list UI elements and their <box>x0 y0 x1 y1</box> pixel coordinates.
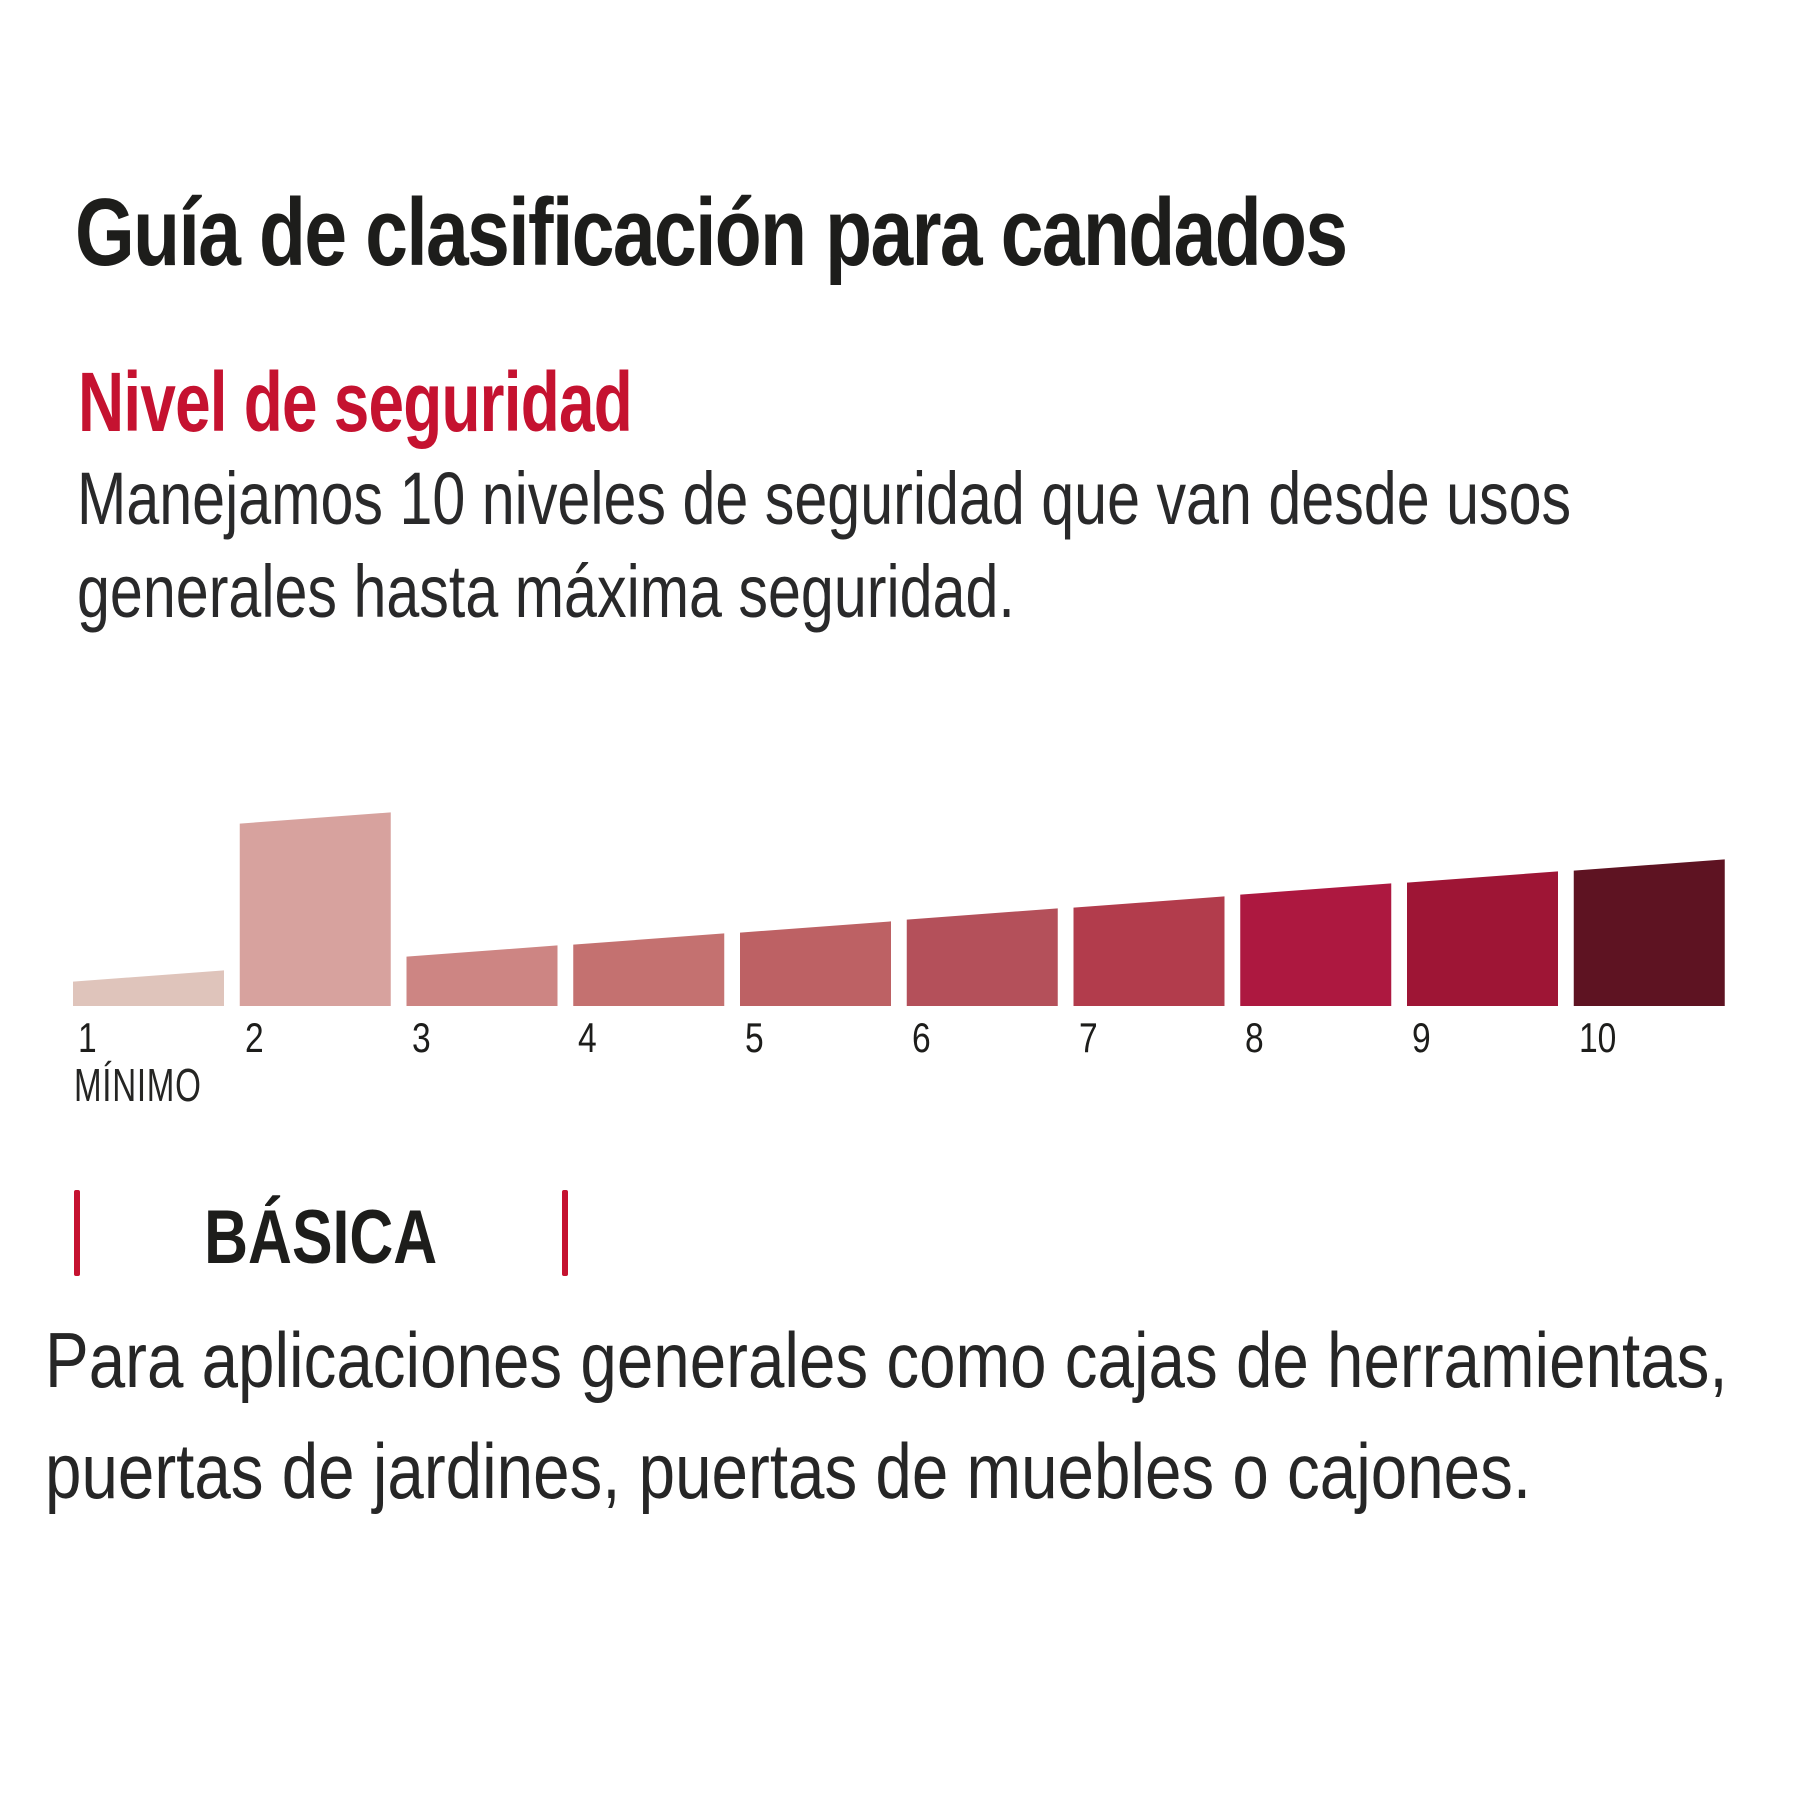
level-label-9: 9 <box>1412 1014 1431 1061</box>
security-level-description-line2: generales hasta máxima seguridad. <box>77 550 1015 633</box>
security-level-bars <box>73 812 1725 1006</box>
level-bar-10 <box>1573 859 1725 1006</box>
security-level-heading: Nivel de seguridad <box>78 354 807 451</box>
basica-description: Para aplicaciones generales como cajas d… <box>45 1305 1800 1527</box>
minimum-label: MÍNIMO <box>74 1059 202 1111</box>
level-label-8: 8 <box>1245 1014 1264 1061</box>
level-bar-6 <box>906 908 1058 1006</box>
level-label-7: 7 <box>1078 1014 1098 1061</box>
basica-description-line2: puertas de jardines, puertas de muebles … <box>45 1427 1532 1515</box>
level-label-5: 5 <box>745 1014 764 1061</box>
basica-description-line1: Para aplicaciones generales como cajas d… <box>45 1316 1728 1404</box>
level-label-2: 2 <box>244 1014 264 1061</box>
security-level-heading-text: Nivel de seguridad <box>78 355 633 449</box>
level-bar-2 <box>239 812 391 1006</box>
level-label-4: 4 <box>578 1014 597 1061</box>
level-bar-9 <box>1407 871 1558 1006</box>
level-bar-8 <box>1240 883 1392 1006</box>
level-label-1: 1 <box>78 1014 97 1061</box>
basica-range-tick-right <box>561 1190 568 1276</box>
security-level-description: Manejamos 10 niveles de seguridad que va… <box>77 452 1800 638</box>
level-label-10: 10 <box>1578 1014 1617 1061</box>
basica-category-row: BÁSICA <box>74 1188 568 1280</box>
page-title-text: Guía de clasificación para candados <box>75 179 1348 286</box>
level-bar-3 <box>406 945 558 1006</box>
level-bar-4 <box>573 933 725 1006</box>
security-level-chart: 1 2 3 4 5 6 7 8 9 10 MÍNIMO <box>0 800 1800 1130</box>
level-bar-5 <box>740 921 891 1006</box>
basica-range-tick-left <box>74 1190 80 1276</box>
basica-category-label: BÁSICA <box>204 1194 438 1280</box>
level-label-6: 6 <box>911 1014 931 1061</box>
page-title: Guía de clasificación para candados <box>75 178 1664 288</box>
security-level-description-line1: Manejamos 10 niveles de seguridad que va… <box>77 457 1572 540</box>
level-bar-7 <box>1073 896 1225 1006</box>
level-label-3: 3 <box>411 1014 431 1061</box>
level-bar-1 <box>73 970 224 1006</box>
